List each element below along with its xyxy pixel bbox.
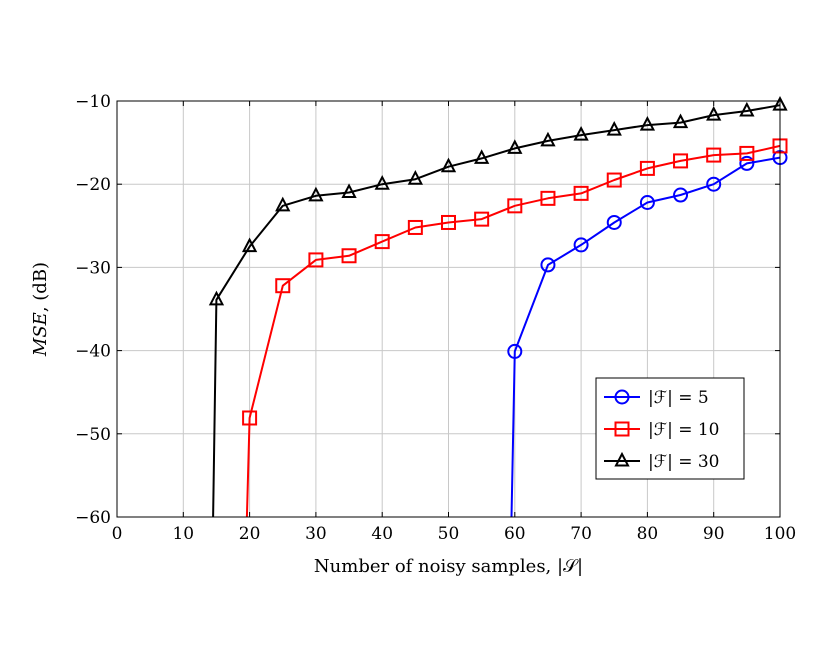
series-square	[242, 138, 788, 518]
x-tick-label: 10	[172, 524, 194, 544]
x-tick-label: 100	[764, 524, 796, 544]
y-axis-label-rest: , (dB)	[30, 262, 51, 312]
series-layer	[208, 95, 788, 518]
square-marker	[407, 219, 423, 235]
circle-marker	[673, 187, 689, 203]
triangle-marker	[573, 125, 589, 141]
x-tick-label: 20	[239, 524, 261, 544]
y-tick-label: −20	[75, 175, 111, 195]
square-marker	[474, 211, 490, 227]
triangle-marker	[407, 170, 423, 185]
y-axis-label: MSE, (dB)	[30, 262, 51, 357]
square-marker	[507, 198, 523, 214]
triangle-marker	[639, 115, 656, 131]
circle-marker	[606, 214, 622, 230]
y-tick-label: −10	[75, 92, 111, 112]
legend-entry: |ℱ| = 10	[604, 420, 720, 440]
x-tick-label: 30	[305, 524, 327, 544]
plot-area	[116, 95, 788, 518]
y-tick-label: −30	[75, 258, 111, 278]
square-marker	[308, 252, 324, 268]
square-marker	[540, 190, 556, 206]
x-tick-label: 50	[438, 524, 460, 544]
y-tick-label: −40	[75, 342, 111, 362]
legend-label: |ℱ| = 10	[648, 420, 720, 440]
square-marker	[573, 185, 589, 201]
square-marker	[441, 214, 456, 230]
circle-marker	[614, 389, 630, 405]
series-triangle	[208, 95, 788, 518]
triangle-marker	[440, 157, 457, 173]
x-tick-label: 70	[570, 524, 592, 544]
triangle-marker	[474, 149, 490, 164]
triangle-marker	[606, 120, 622, 136]
circle-marker	[507, 343, 523, 359]
circle-marker	[739, 155, 755, 171]
legend-entry: |ℱ| = 5	[604, 388, 709, 408]
triangle-marker	[308, 186, 324, 202]
x-tick-label: 0	[112, 524, 123, 544]
square-marker	[606, 172, 622, 188]
triangle-marker	[672, 113, 689, 129]
series-line	[212, 104, 781, 518]
y-tick-labels: −60 −50 −40 −30 −20 −10	[75, 92, 111, 528]
square-marker	[341, 248, 357, 264]
square-marker	[275, 278, 291, 294]
triangle-marker	[507, 139, 523, 154]
y-axis-label-italic: MSE	[30, 312, 51, 357]
y-tick-label: −60	[75, 508, 111, 528]
square-marker	[706, 147, 722, 163]
y-tick-label: −50	[75, 425, 111, 445]
x-tick-label: 40	[371, 524, 393, 544]
square-marker	[639, 160, 655, 176]
triangle-marker	[208, 290, 225, 306]
legend: |ℱ| = 5 |ℱ| = 10 |ℱ| = 30	[595, 377, 745, 480]
legend-label: |ℱ| = 5	[648, 388, 709, 408]
x-tick-labels: 0 10 20 30 40 50 60 70 80 90 100	[112, 524, 797, 544]
legend-entry: |ℱ| = 30	[604, 451, 720, 472]
circle-marker	[639, 195, 655, 211]
square-marker	[374, 234, 390, 250]
square-marker	[614, 421, 630, 437]
triangle-marker	[374, 175, 390, 190]
triangle-marker	[614, 451, 630, 467]
triangle-marker	[275, 196, 291, 212]
triangle-marker	[341, 183, 357, 199]
triangle-marker	[540, 131, 556, 147]
circle-marker	[540, 257, 556, 273]
x-tick-label: 60	[504, 524, 526, 544]
square-marker	[673, 153, 689, 169]
x-tick-label: 90	[703, 524, 725, 544]
triangle-marker	[241, 237, 258, 253]
circle-marker	[706, 176, 722, 192]
square-marker	[242, 410, 258, 426]
triangle-marker	[706, 105, 722, 121]
x-tick-label: 80	[637, 524, 659, 544]
x-axis-label: Number of noisy samples, |𝒮|	[314, 556, 583, 577]
legend-label: |ℱ| = 30	[648, 452, 720, 472]
circle-marker	[573, 237, 589, 253]
square-marker	[739, 145, 755, 161]
axis-ticks	[116, 100, 781, 518]
triangle-marker	[739, 101, 755, 117]
series-line	[510, 156, 781, 518]
